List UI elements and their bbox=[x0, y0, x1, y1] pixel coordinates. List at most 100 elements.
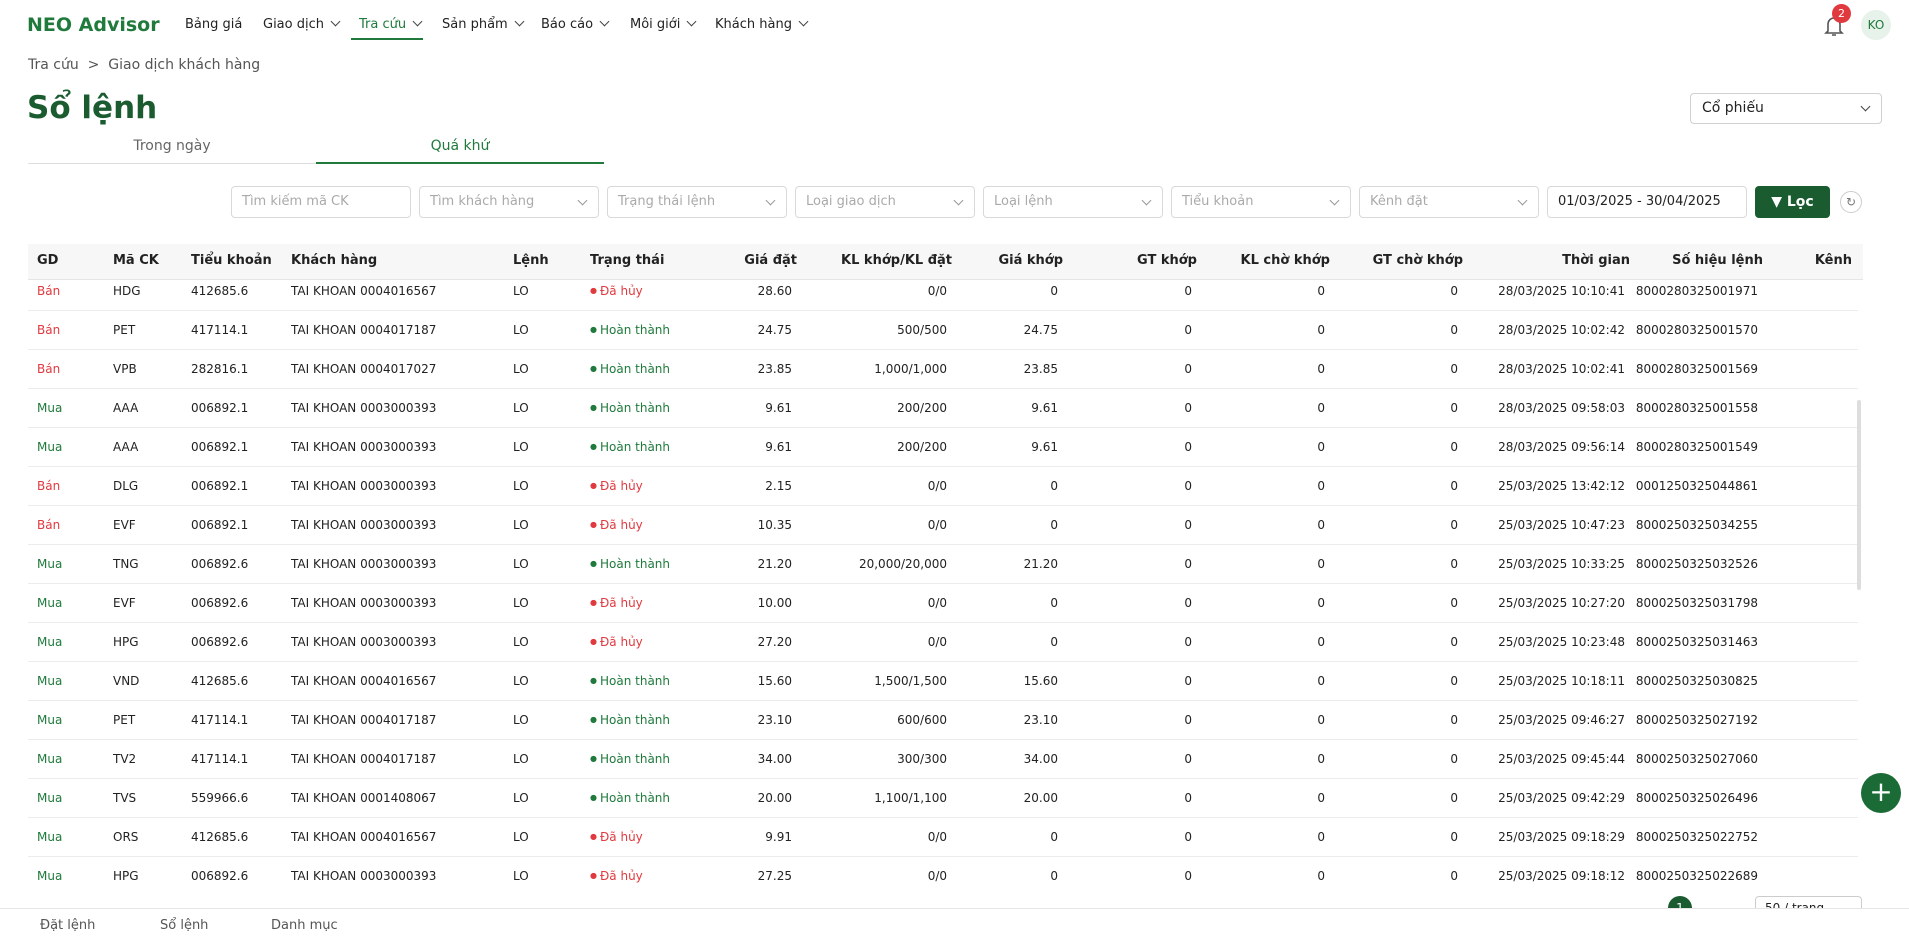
status-dot: ● bbox=[590, 481, 597, 490]
table-cell: 0 bbox=[1317, 713, 1325, 727]
table-cell: 25/03/2025 10:47:23 bbox=[1498, 518, 1625, 532]
table-cell: 25/03/2025 10:23:48 bbox=[1498, 635, 1625, 649]
table-cell: 0 bbox=[1184, 713, 1192, 727]
table-cell: TNG bbox=[113, 557, 139, 571]
table-cell: 0 bbox=[1184, 362, 1192, 376]
column-header: Mã CK bbox=[113, 253, 159, 268]
table-cell: TAI KHOAN 0001408067 bbox=[291, 791, 437, 805]
table-row[interactable]: Bán VPB 282816.1 TAI KHOAN 0004017027 LO ● Ho… bbox=[28, 350, 1858, 389]
table-row[interactable]: Bán PET 417114.1 TAI KHOAN 0004017187 LO ● Ho… bbox=[28, 311, 1858, 350]
table-row[interactable]: Bán DLG 006892.1 TAI KHOAN 0003000393 LO ● Đã… bbox=[28, 467, 1858, 506]
footer-item[interactable]: Đặt lệnh bbox=[40, 918, 96, 933]
status-dot: ● bbox=[590, 871, 597, 880]
column-header: Số hiệu lệnh bbox=[1672, 253, 1763, 268]
table-cell: 25/03/2025 09:45:44 bbox=[1498, 752, 1625, 766]
menu-item[interactable]: Môi giới bbox=[630, 16, 697, 32]
filter-select[interactable]: Tìm kiếm mã CK bbox=[231, 186, 411, 218]
menu-item[interactable]: Khách hàng bbox=[715, 16, 809, 32]
menu-item[interactable]: Bảng giá bbox=[185, 17, 243, 32]
table-cell: HPG bbox=[113, 869, 139, 883]
table-row[interactable]: Bán HDG 412685.6 TAI KHOAN 0004016567 LO ● Đã… bbox=[28, 281, 1858, 311]
table-row[interactable]: Mua HPG 006892.6 TAI KHOAN 0003000393 LO ● Đã… bbox=[28, 857, 1858, 895]
add-button[interactable]: + bbox=[1861, 773, 1901, 813]
table-cell: 0 bbox=[1317, 674, 1325, 688]
table-cell: PET bbox=[113, 713, 136, 727]
table-cell: 1,500/1,500 bbox=[874, 674, 947, 688]
table-cell: LO bbox=[513, 674, 529, 688]
filter-placeholder: Loại lệnh bbox=[994, 194, 1053, 209]
table-cell: Bán bbox=[37, 518, 61, 532]
table-cell: EVF bbox=[113, 518, 136, 532]
table-cell: 25/03/2025 10:33:25 bbox=[1498, 557, 1625, 571]
filter-select[interactable]: Tiểu khoản bbox=[1171, 186, 1351, 218]
table-row[interactable]: Mua ORS 412685.6 TAI KHOAN 0004016567 LO ● Đã… bbox=[28, 818, 1858, 857]
column-header: Giá khớp bbox=[998, 253, 1063, 268]
table-row[interactable]: Mua HPG 006892.6 TAI KHOAN 0003000393 LO ● Đã… bbox=[28, 623, 1858, 662]
table-cell: 417114.1 bbox=[191, 752, 249, 766]
menu-item[interactable]: Giao dịch bbox=[263, 16, 341, 32]
filter-select[interactable]: Kênh đặt bbox=[1359, 186, 1539, 218]
table-cell: 417114.1 bbox=[191, 323, 249, 337]
filter-select[interactable]: Tìm khách hàng bbox=[419, 186, 599, 218]
table-cell: 412685.6 bbox=[191, 284, 249, 298]
table-cell: 0 bbox=[1317, 362, 1325, 376]
table-cell: Mua bbox=[37, 596, 63, 610]
footer-item[interactable]: Danh mục bbox=[271, 918, 338, 933]
tab[interactable]: Trong ngày bbox=[133, 138, 211, 154]
filter-select[interactable]: Trạng thái lệnh bbox=[607, 186, 787, 218]
table-cell: 28/03/2025 10:10:41 bbox=[1498, 284, 1625, 298]
reset-button[interactable]: ↻ bbox=[1840, 191, 1862, 213]
table-cell: 0 bbox=[1184, 791, 1192, 805]
table-row[interactable]: Mua VND 412685.6 TAI KHOAN 0004016567 LO ● Ho… bbox=[28, 662, 1858, 701]
table-cell: 0 bbox=[1450, 518, 1458, 532]
filter-select[interactable]: Loại giao dịch bbox=[795, 186, 975, 218]
date-range[interactable]: 01/03/2025 - 30/04/2025 bbox=[1547, 186, 1747, 218]
footer-item[interactable]: Sổ lệnh bbox=[160, 918, 209, 933]
footer-bar bbox=[0, 908, 1909, 942]
table-row[interactable]: Mua AAA 006892.1 TAI KHOAN 0003000393 LO ● Ho… bbox=[28, 389, 1858, 428]
table-cell: 0 bbox=[1184, 284, 1192, 298]
table-cell: EVF bbox=[113, 596, 136, 610]
table-cell: 0 bbox=[1317, 479, 1325, 493]
column-header: Kênh bbox=[1814, 253, 1852, 268]
table-cell: TAI KHOAN 0004017187 bbox=[291, 752, 437, 766]
table-cell: 8000280325001558 bbox=[1635, 401, 1758, 415]
table-cell: TAI KHOAN 0003000393 bbox=[291, 869, 437, 883]
logo[interactable]: NEO Advisor bbox=[27, 14, 160, 36]
table-row[interactable]: Mua EVF 006892.6 TAI KHOAN 0003000393 LO ● Đã… bbox=[28, 584, 1858, 623]
table-cell: Hoàn thành bbox=[600, 713, 671, 727]
table-cell: TAI KHOAN 0004016567 bbox=[291, 674, 437, 688]
filter-button[interactable]: ▼ Lọc bbox=[1755, 186, 1830, 218]
status-dot: ● bbox=[590, 442, 597, 451]
tab-active[interactable]: Quá khứ bbox=[430, 138, 490, 154]
table-cell: 0 bbox=[1317, 869, 1325, 883]
table-cell: 0 bbox=[1050, 518, 1058, 532]
table-cell: 0/0 bbox=[927, 479, 947, 493]
table-cell: Mua bbox=[37, 869, 63, 883]
filter-select[interactable]: Loại lệnh bbox=[983, 186, 1163, 218]
table-cell: 34.00 bbox=[1023, 752, 1058, 766]
filter-placeholder: Tìm khách hàng bbox=[430, 194, 535, 209]
column-header: Trạng thái bbox=[590, 253, 665, 268]
table-cell: 8000250325031798 bbox=[1635, 596, 1758, 610]
menu-item[interactable]: Tra cứu bbox=[359, 16, 423, 32]
table-cell: 0 bbox=[1184, 479, 1192, 493]
table-row[interactable]: Mua PET 417114.1 TAI KHOAN 0004017187 LO ● Ho… bbox=[28, 701, 1858, 740]
menu-item[interactable]: Báo cáo bbox=[541, 16, 610, 32]
table-row[interactable]: Bán EVF 006892.1 TAI KHOAN 0003000393 LO ● Đã… bbox=[28, 506, 1858, 545]
table-row[interactable]: Mua TV2 417114.1 TAI KHOAN 0004017187 LO ● Ho… bbox=[28, 740, 1858, 779]
table-cell: 8000250325022752 bbox=[1635, 830, 1758, 844]
date-range-value: 01/03/2025 - 30/04/2025 bbox=[1558, 194, 1721, 209]
breadcrumb-item[interactable]: Tra cứu bbox=[28, 57, 79, 73]
avatar[interactable]: KO bbox=[1861, 10, 1891, 40]
column-header: GD bbox=[37, 253, 59, 268]
table-cell: LO bbox=[513, 713, 529, 727]
table-row[interactable]: Mua TVS 559966.6 TAI KHOAN 0001408067 LO ● Ho… bbox=[28, 779, 1858, 818]
table-cell: 0 bbox=[1317, 791, 1325, 805]
table-row[interactable]: Mua TNG 006892.6 TAI KHOAN 0003000393 LO ● Ho… bbox=[28, 545, 1858, 584]
table-row[interactable]: Mua AAA 006892.1 TAI KHOAN 0003000393 LO ● Ho… bbox=[28, 428, 1858, 467]
menu-item[interactable]: Sản phẩm bbox=[442, 16, 525, 32]
status-dot: ● bbox=[590, 364, 597, 373]
table-cell: 1,100/1,100 bbox=[874, 791, 947, 805]
asset-select[interactable]: Cổ phiếu bbox=[1690, 93, 1882, 124]
